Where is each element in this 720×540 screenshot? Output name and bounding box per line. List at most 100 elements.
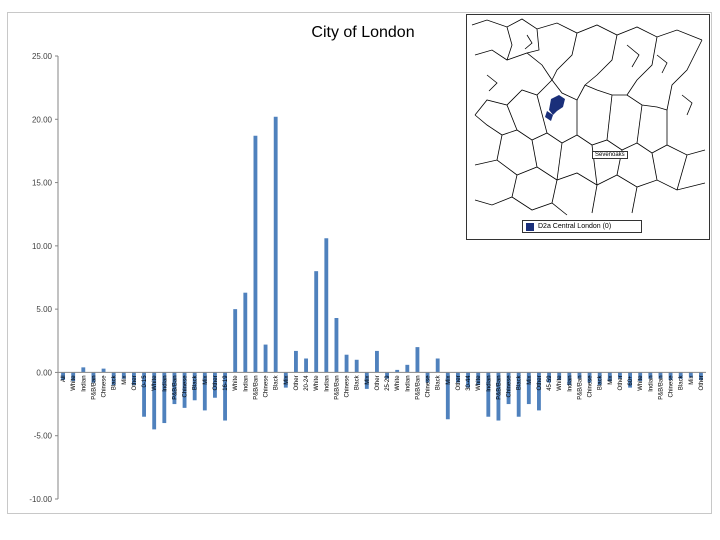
chart-title: City of London xyxy=(311,24,414,41)
x-tick-label: Black xyxy=(274,374,280,390)
x-tick-label: Mix xyxy=(284,375,290,384)
bar xyxy=(142,372,146,417)
x-tick-label: Other xyxy=(537,375,543,390)
bar xyxy=(537,372,541,411)
bar xyxy=(132,372,136,386)
x-tick-label: Other xyxy=(456,375,462,390)
bar xyxy=(456,372,460,383)
x-tick-label: Chinese xyxy=(507,375,513,398)
bar xyxy=(395,369,400,373)
x-tick-label: Chinese xyxy=(183,375,189,398)
x-tick-label: Mix xyxy=(203,375,209,384)
bar xyxy=(486,372,491,417)
x-tick-label: Black xyxy=(112,374,118,390)
x-tick-label: 45-59 xyxy=(547,375,553,391)
y-tick-label: -5.00 xyxy=(34,432,53,441)
x-tick-label: Indian xyxy=(81,375,87,391)
map-place-label: Sevenoaks xyxy=(592,151,628,159)
bar xyxy=(375,350,379,373)
x-tick-label: P&B/Ban xyxy=(172,375,178,399)
bar xyxy=(172,372,177,405)
x-tick-label: 25-29 xyxy=(385,375,391,391)
bar xyxy=(567,372,572,386)
bar xyxy=(81,367,86,373)
x-tick-label: Mix xyxy=(122,375,128,384)
y-tick-label: 15.00 xyxy=(32,179,53,188)
x-tick-label: White xyxy=(557,375,563,391)
x-tick-label: Mix xyxy=(608,375,614,384)
x-tick-label: Other xyxy=(375,375,381,390)
bar xyxy=(233,309,238,373)
x-tick-label: P&B/Ban xyxy=(91,375,97,399)
bar xyxy=(91,372,96,383)
x-tick-label: Chinese xyxy=(264,375,270,398)
x-tick-label: P&B/Ban xyxy=(334,375,340,399)
bar xyxy=(526,372,531,405)
x-tick-label: P&B/Ban xyxy=(496,375,502,399)
map-legend: D2a Central London (0) xyxy=(522,220,642,233)
bar xyxy=(364,372,369,389)
bar xyxy=(638,372,643,382)
x-tick-label: 60+ xyxy=(628,375,634,386)
x-tick-label: Indian xyxy=(162,375,168,391)
bar xyxy=(71,372,76,382)
central-london-shading xyxy=(545,95,565,121)
bar xyxy=(678,372,683,379)
x-tick-label: White xyxy=(638,375,644,391)
x-tick-label: White xyxy=(314,375,320,391)
bar xyxy=(476,372,481,386)
x-tick-label: Black xyxy=(598,374,604,390)
x-tick-label: Chinese xyxy=(102,375,108,398)
bar xyxy=(344,354,349,373)
x-tick-label: White xyxy=(71,375,77,391)
x-tick-label: Indian xyxy=(648,375,654,391)
bar xyxy=(628,372,632,388)
x-tick-label: 0-15 xyxy=(142,375,148,388)
bar xyxy=(152,372,157,430)
x-tick-label: Other xyxy=(618,375,624,390)
bar xyxy=(324,238,329,373)
bar xyxy=(668,372,673,381)
x-axis-labels: All White Indian P&B/Ban Chinese Black Mix Othe… xyxy=(61,374,705,399)
bar xyxy=(597,372,602,386)
bar xyxy=(121,372,126,379)
bar-chart: City of London 25.00 20.00 15.00 10.00 5.00 0… xyxy=(29,24,706,504)
x-tick-label: Indian xyxy=(486,375,492,391)
bar xyxy=(658,372,663,379)
bar xyxy=(415,347,420,373)
bar xyxy=(304,358,308,373)
x-tick-label: Indian xyxy=(567,375,573,391)
x-tick-label: P&B/Ban xyxy=(658,375,664,399)
bar xyxy=(294,350,298,373)
bar xyxy=(405,364,410,373)
y-tick-label: 25.00 xyxy=(32,52,53,61)
bar xyxy=(699,372,703,381)
x-tick-label: Indian xyxy=(324,375,330,391)
x-tick-label: Chinese xyxy=(669,375,675,398)
x-tick-label: Chinese xyxy=(345,375,351,398)
bar xyxy=(466,372,470,388)
x-tick-label: All xyxy=(61,375,67,382)
bar xyxy=(182,372,187,408)
y-axis-ticks: 25.00 20.00 15.00 10.00 5.00 0.00 -5.00 -10.00 xyxy=(29,52,58,504)
x-tick-label: Chinese xyxy=(426,375,432,398)
bars xyxy=(61,116,703,430)
inset-map xyxy=(466,14,710,240)
x-tick-label: Other xyxy=(132,375,138,390)
bar xyxy=(496,372,501,421)
x-tick-label: Mix xyxy=(446,375,452,384)
x-tick-label: Mix xyxy=(527,375,533,384)
bar xyxy=(253,135,258,373)
x-tick-label: 30-44 xyxy=(466,375,472,391)
x-tick-label: Chinese xyxy=(588,375,594,398)
x-tick-label: White xyxy=(395,375,401,391)
x-tick-label: Indian xyxy=(243,375,249,391)
bar xyxy=(243,292,248,373)
bar xyxy=(61,372,65,381)
x-tick-label: Other xyxy=(699,375,705,390)
bar xyxy=(273,116,278,373)
bar xyxy=(334,318,339,373)
x-tick-label: P&B/Ban xyxy=(415,375,421,399)
y-tick-label: 20.00 xyxy=(32,115,53,124)
x-tick-label: Other xyxy=(294,375,300,390)
